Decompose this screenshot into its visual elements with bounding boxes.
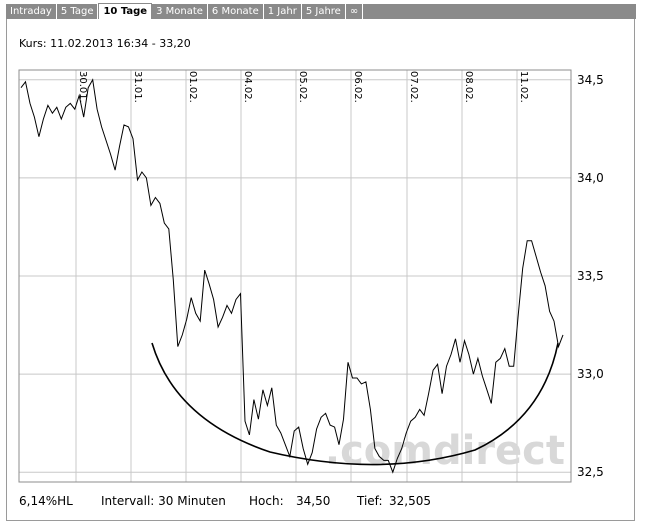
day-label: 01.02.	[187, 71, 198, 103]
tab-max[interactable]: ∞	[346, 4, 364, 19]
low-value: 32,505	[389, 494, 431, 508]
price-series-line	[20, 78, 564, 474]
y-tick-layer: 34,5 34,0 33,5 33,0 32,5	[577, 73, 604, 479]
tab-1-jahr[interactable]: 1 Jahr	[264, 4, 302, 19]
percent-hl: 6,14%HL	[19, 494, 73, 508]
tab-6-monate[interactable]: 6 Monate	[208, 4, 264, 19]
quote-line: Kurs: 11.02.2013 16:34 - 33,20	[19, 37, 191, 50]
day-label: 08.02.	[463, 71, 474, 103]
high-value: 34,50	[296, 494, 331, 508]
day-label: 07.02.	[408, 71, 419, 103]
tab-intraday[interactable]: Intraday	[6, 4, 57, 19]
day-label: 31.01.	[132, 71, 143, 103]
day-label: 04.02.	[242, 71, 253, 103]
grid-layer	[19, 70, 571, 482]
y-tick-label: 34,0	[577, 171, 604, 185]
y-tick-label: 34,5	[577, 73, 604, 87]
period-tab-bar: Intraday 5 Tage 10 Tage 3 Monate 6 Monat…	[6, 3, 636, 19]
y-tick-label: 33,0	[577, 367, 604, 381]
day-label: 11.02.	[518, 71, 529, 103]
comdirect-watermark: .comdirect	[325, 428, 565, 474]
plot-frame	[18, 69, 572, 483]
tab-10-tage[interactable]: 10 Tage	[98, 3, 153, 19]
high-label: Hoch:	[249, 494, 284, 508]
day-label: 05.02.	[297, 71, 308, 103]
tab-5-jahre[interactable]: 5 Jahre	[302, 4, 346, 19]
low-label: Tief:	[357, 494, 383, 508]
tab-5-tage[interactable]: 5 Tage	[57, 4, 99, 19]
day-label: 30.01.	[77, 71, 88, 103]
y-tick-label: 33,5	[577, 269, 604, 283]
chart-panel	[6, 19, 635, 521]
interval-label: Intervall: 30 Minuten	[101, 494, 226, 508]
cup-pattern-arc	[151, 342, 559, 466]
tab-3-monate[interactable]: 3 Monate	[152, 4, 208, 19]
day-label: 06.02.	[352, 71, 363, 103]
day-label-layer: 30.01. 31.01. 01.02. 04.02. 05.02. 06.02. 07.0…	[77, 71, 529, 103]
y-tick-label: 32,5	[577, 465, 604, 479]
